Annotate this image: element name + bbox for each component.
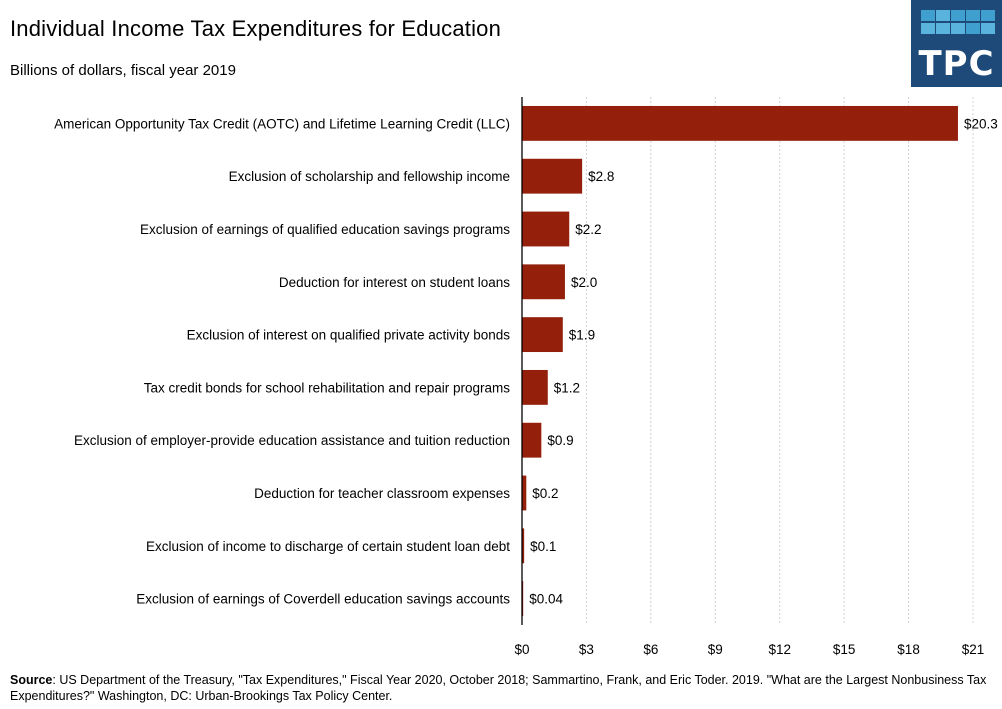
value-label: $0.9 [547, 433, 573, 448]
bar [522, 211, 570, 247]
x-tick-label: $3 [579, 642, 594, 657]
logo-square [921, 23, 935, 34]
category-label: Tax credit bonds for school rehabilitati… [144, 380, 510, 395]
source-text: : US Department of the Treasury, "Tax Ex… [10, 673, 987, 703]
logo-square [951, 10, 965, 21]
bar [522, 528, 525, 564]
category-label: Exclusion of scholarship and fellowship … [229, 169, 510, 184]
logo-square [921, 10, 935, 21]
logo-square [981, 23, 995, 34]
bar [522, 369, 548, 405]
chart-subtitle: Billions of dollars, fiscal year 2019 [10, 62, 236, 79]
x-tick-label: $9 [708, 642, 723, 657]
logo-square [936, 23, 950, 34]
x-tick-label: $12 [768, 642, 791, 657]
x-tick-label: $6 [643, 642, 658, 657]
x-tick-label: $15 [833, 642, 856, 657]
value-label: $2.2 [575, 222, 601, 237]
value-label: $2.0 [571, 275, 597, 290]
value-label: $2.8 [588, 169, 614, 184]
bar [522, 317, 563, 353]
tpc-logo: TPC [911, 0, 1002, 87]
value-label: $0.1 [530, 539, 556, 554]
bar [522, 264, 565, 300]
logo-square [936, 10, 950, 21]
value-label: $1.2 [554, 380, 580, 395]
bar [522, 105, 958, 141]
category-label: Exclusion of interest on qualified priva… [187, 328, 511, 343]
source-label: Source [10, 673, 53, 687]
bar [522, 475, 527, 511]
category-label: Exclusion of income to discharge of cert… [146, 539, 510, 554]
logo-square [981, 10, 995, 21]
value-label: $0.04 [529, 592, 563, 607]
bar-chart: $0 $3 $6 $9 $12 $15 $18 $21 American Opportunity… [54, 97, 998, 657]
value-label: $1.9 [569, 328, 595, 343]
category-label: American Opportunity Tax Credit (AOTC) a… [54, 116, 510, 131]
logo-square [966, 23, 980, 34]
bar [522, 422, 542, 458]
bar [522, 158, 583, 194]
logo-square [951, 23, 965, 34]
logo-text: TPC [918, 44, 995, 84]
value-label: $20.3 [964, 116, 998, 131]
x-tick-label: $21 [962, 642, 985, 657]
x-tick-label: $18 [897, 642, 920, 657]
category-label: Deduction for interest on student loans [279, 275, 510, 290]
source-note: Source: US Department of the Treasury, "… [10, 672, 990, 704]
category-label: Exclusion of earnings of qualified educa… [140, 222, 510, 237]
x-tick-label: $0 [514, 642, 529, 657]
category-label: Deduction for teacher classroom expenses [254, 486, 510, 501]
logo-square [966, 10, 980, 21]
chart-title: Individual Income Tax Expenditures for E… [10, 16, 502, 41]
category-label: Exclusion of employer-provide education … [74, 433, 510, 448]
category-label: Exclusion of earnings of Coverdell educa… [136, 592, 510, 607]
value-label: $0.2 [532, 486, 558, 501]
